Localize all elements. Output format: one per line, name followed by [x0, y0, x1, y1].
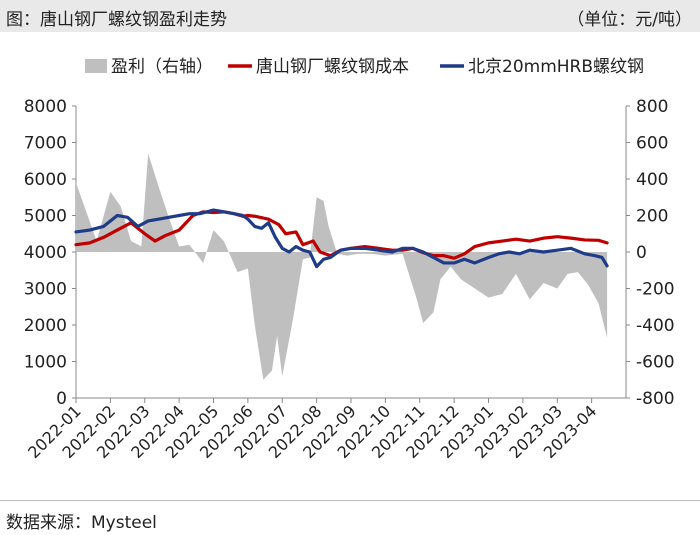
y-left-tick-label: 5000	[24, 207, 67, 227]
y-right-tick-label: -800	[636, 389, 675, 409]
y-left-tick-label: 0	[56, 389, 67, 409]
profit-area-series	[76, 153, 608, 380]
legend-swatch-profit	[85, 59, 107, 73]
tick-labels: 010002000300040005000600070008000-800-60…	[24, 97, 675, 462]
y-right-tick-label: -600	[636, 353, 675, 373]
y-right-tick-label: 0	[636, 243, 647, 263]
y-right-tick-label: 800	[636, 97, 668, 117]
legend-label-price: 北京20mmHRB螺纹钢	[468, 57, 644, 77]
y-right-tick-label: -200	[636, 280, 675, 300]
profit-chart: 盈利（右轴） 唐山钢厂螺纹钢成本 北京20mmHRB螺纹钢 0100020003…	[24, 56, 675, 462]
y-left-tick-label: 7000	[24, 134, 67, 154]
chart-title: 图：唐山钢厂螺纹钢盈利走势	[6, 10, 227, 30]
y-left-tick-label: 1000	[24, 353, 67, 373]
legend-label-cost: 唐山钢厂螺纹钢成本	[256, 56, 409, 77]
y-right-tick-label: 600	[636, 134, 668, 154]
header-bar: 图：唐山钢厂螺纹钢盈利走势 （单位：元/吨）	[0, 0, 700, 32]
y-left-tick-label: 8000	[24, 97, 67, 117]
footer: 数据来源：Mysteel	[0, 500, 700, 535]
source-note: 数据来源：Mysteel	[6, 513, 157, 533]
y-right-tick-label: 400	[636, 170, 668, 190]
y-left-tick-label: 4000	[24, 243, 67, 263]
unit-label: （单位：元/吨）	[567, 10, 692, 30]
legend-label-profit: 盈利（右轴）	[111, 57, 213, 77]
line-series	[74, 208, 609, 269]
cost-line	[74, 210, 609, 260]
y-right-tick-label: 200	[636, 207, 668, 227]
y-left-tick-label: 6000	[24, 170, 67, 190]
y-right-tick-label: -400	[636, 316, 675, 336]
y-left-tick-label: 3000	[24, 280, 67, 300]
y-left-tick-label: 2000	[24, 316, 67, 336]
profit-area	[76, 153, 608, 380]
legend: 盈利（右轴） 唐山钢厂螺纹钢成本 北京20mmHRB螺纹钢	[85, 56, 644, 77]
price-line	[74, 208, 609, 269]
